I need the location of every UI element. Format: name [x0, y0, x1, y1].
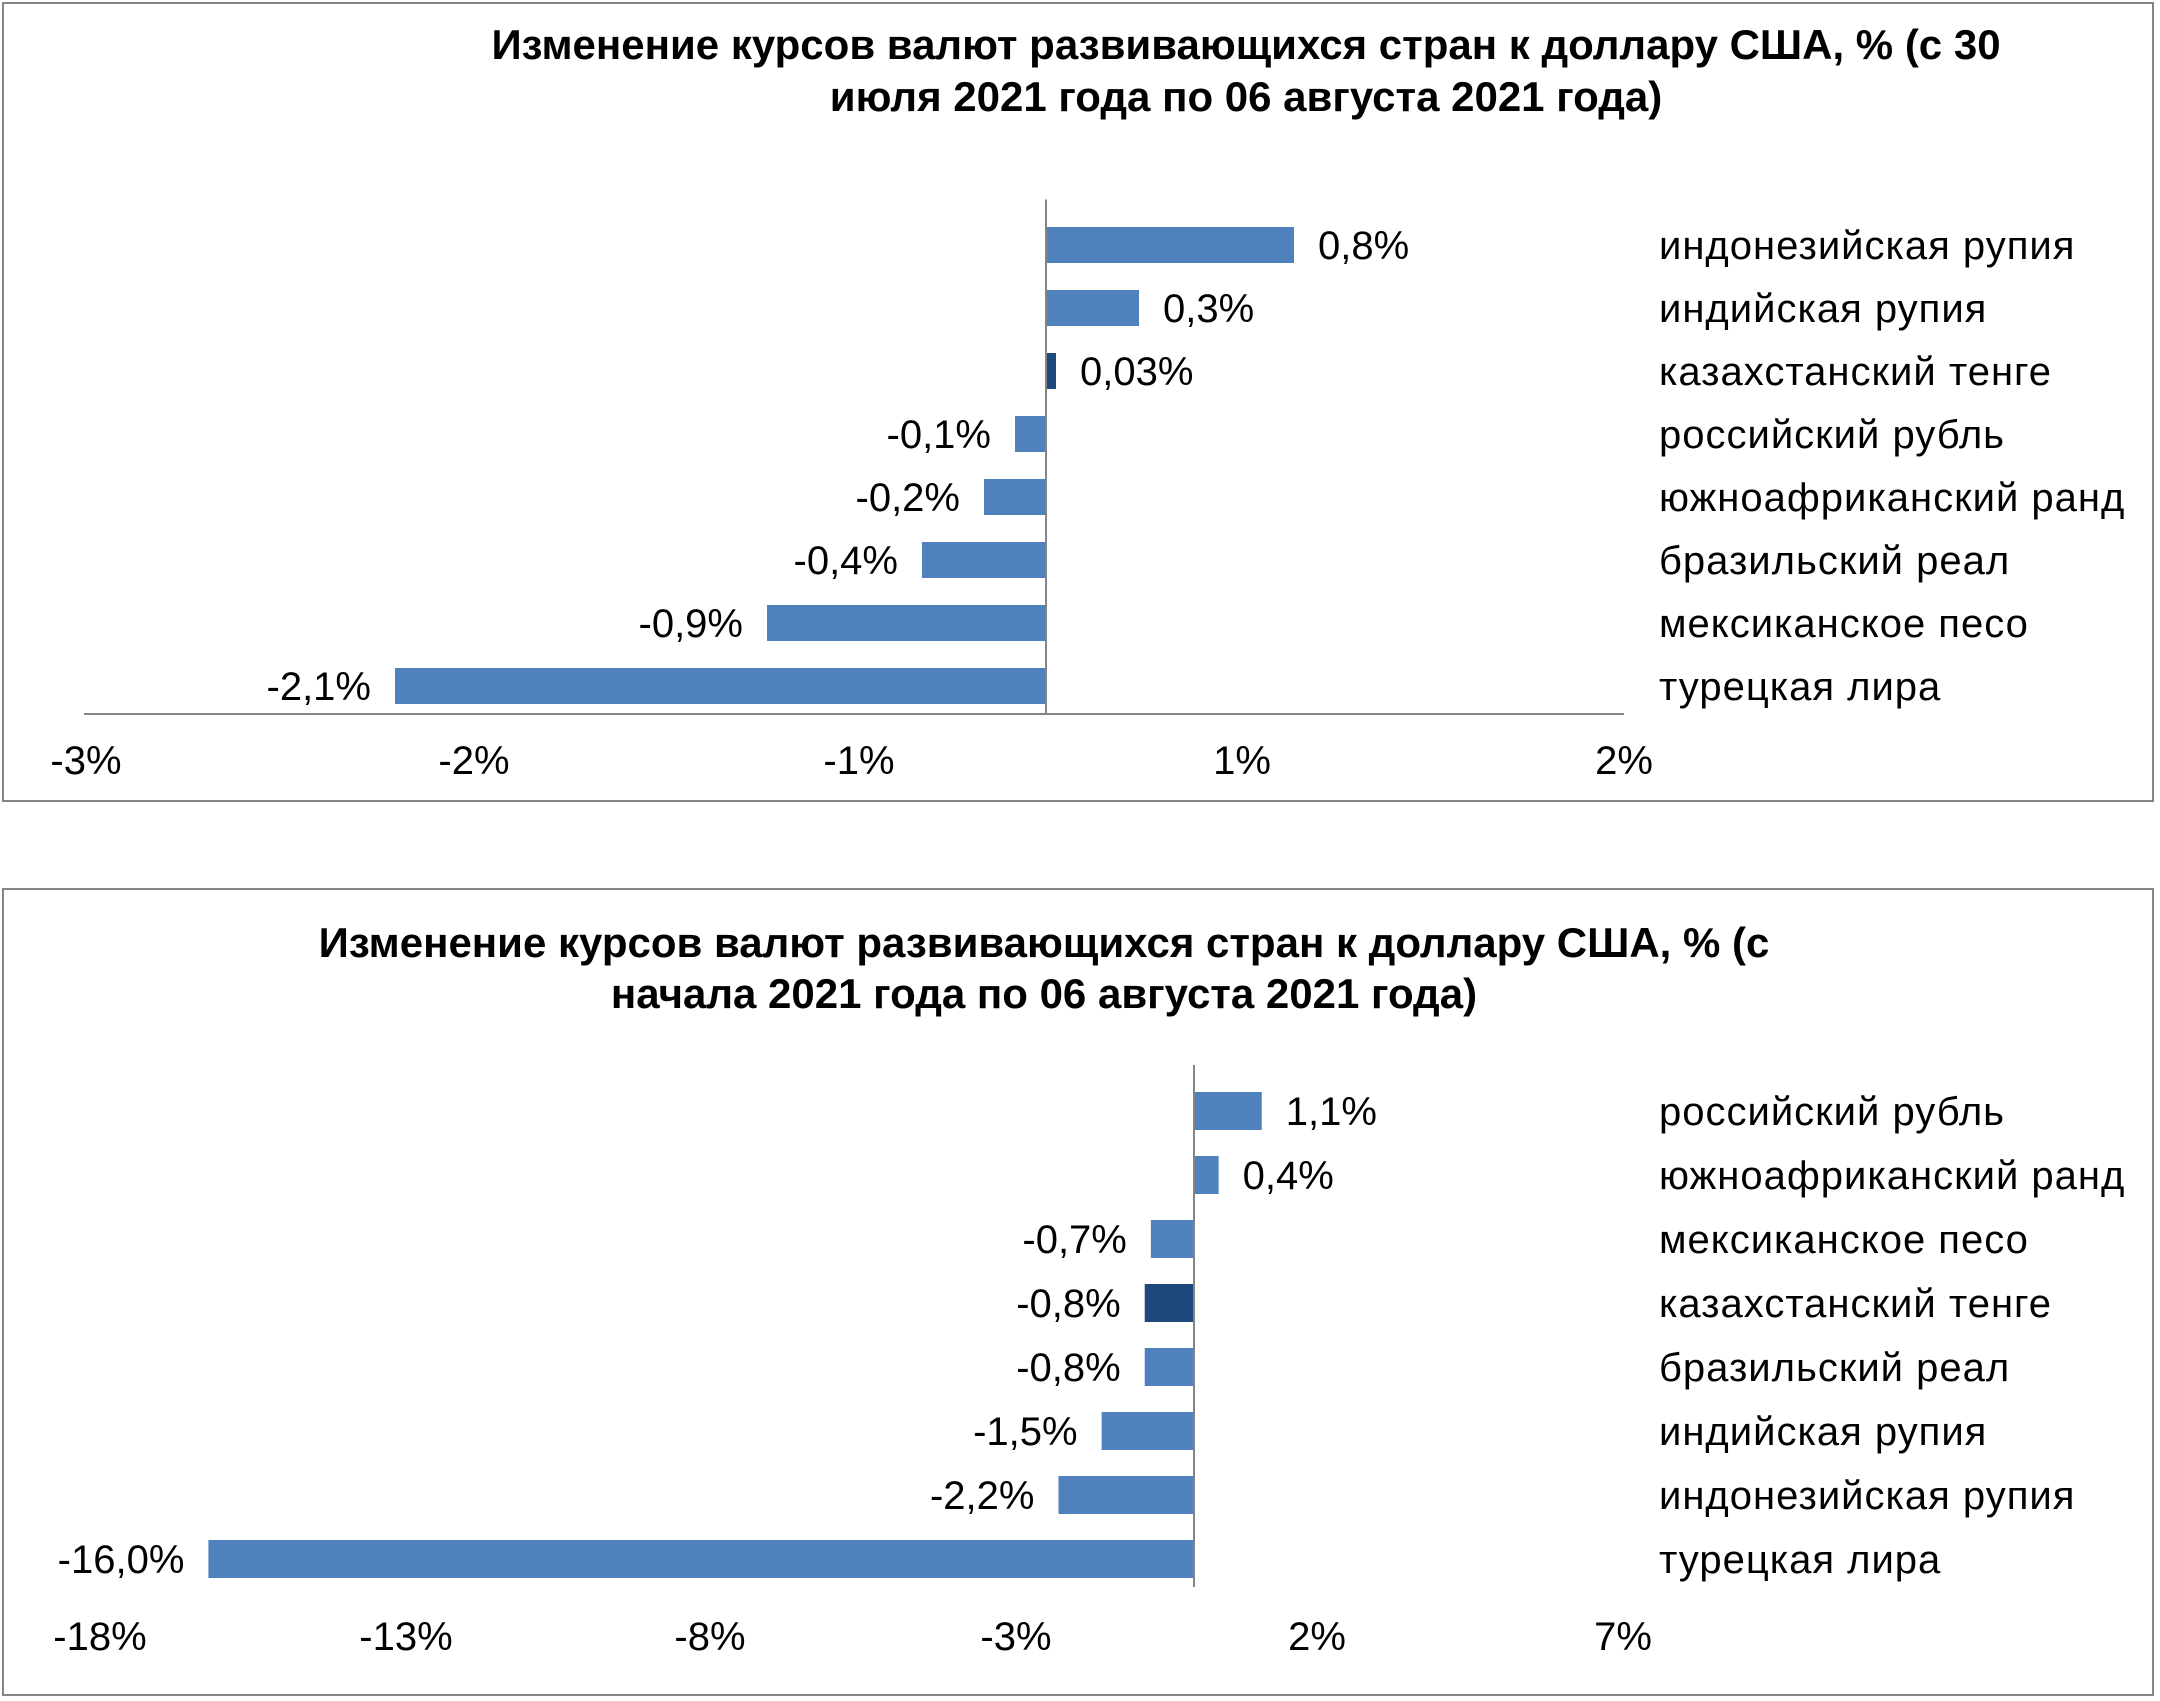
- bar: [1194, 1156, 1219, 1194]
- bar: [1144, 1348, 1194, 1386]
- bar: [208, 1540, 1194, 1578]
- bar: [395, 668, 1046, 704]
- data-label: 0,8%: [1318, 224, 1409, 268]
- data-label: 0,3%: [1163, 287, 1254, 331]
- data-label: -0,7%: [1022, 1218, 1127, 1262]
- x-tick-label: 7%: [1594, 1615, 1652, 1659]
- bar: [1046, 227, 1294, 263]
- data-label: -0,2%: [856, 476, 961, 520]
- data-label: -2,2%: [930, 1474, 1035, 1518]
- bar: [984, 479, 1046, 515]
- category-label: бразильский реал: [1659, 1346, 2010, 1390]
- bar: [1150, 1220, 1194, 1258]
- chart-title-line: июля 2021 года по 06 августа 2021 года): [830, 73, 1663, 120]
- x-tick-label: -3%: [50, 739, 121, 783]
- data-label: -0,9%: [639, 602, 744, 646]
- data-label: 0,4%: [1243, 1154, 1334, 1198]
- chart-panel-ytd: Изменение курсов валют развивающихся стр…: [2, 888, 2154, 1696]
- bar: [922, 542, 1046, 578]
- bar: [1194, 1092, 1262, 1130]
- bar: [767, 605, 1046, 641]
- x-tick-label: -8%: [674, 1615, 745, 1659]
- x-tick-label: -2%: [438, 739, 509, 783]
- x-tick-label: 1%: [1213, 739, 1271, 783]
- data-label: -0,4%: [794, 539, 899, 583]
- chart-weekly: Изменение курсов валют развивающихся стр…: [50, 21, 2125, 783]
- chart-title-line: Изменение курсов валют развивающихся стр…: [491, 21, 2000, 68]
- data-label: 0,03%: [1080, 350, 1193, 394]
- category-label: мексиканское песо: [1659, 1218, 2029, 1262]
- x-tick-label: -1%: [823, 739, 894, 783]
- data-label: -16,0%: [58, 1538, 185, 1582]
- category-label: индийская рупия: [1659, 287, 1987, 331]
- category-label: казахстанский тенге: [1659, 1282, 2052, 1326]
- category-label: турецкая лира: [1659, 665, 1941, 709]
- bar: [1046, 290, 1139, 326]
- category-label: южноафриканский ранд: [1659, 1154, 2125, 1198]
- data-label: 1,1%: [1286, 1090, 1377, 1134]
- category-label: турецкая лира: [1659, 1538, 1941, 1582]
- category-label: индонезийская рупия: [1659, 1474, 2075, 1518]
- bar: [1015, 416, 1046, 452]
- bar: [1058, 1476, 1194, 1514]
- chart-title-line: Изменение курсов валют развивающихся стр…: [319, 919, 1770, 966]
- category-label: казахстанский тенге: [1659, 350, 2052, 394]
- data-label: -1,5%: [973, 1410, 1078, 1454]
- data-label: -0,8%: [1016, 1346, 1121, 1390]
- category-label: бразильский реал: [1659, 539, 2010, 583]
- category-label: российский рубль: [1659, 1090, 2005, 1134]
- bar: [1101, 1412, 1194, 1450]
- x-tick-label: -13%: [359, 1615, 452, 1659]
- x-tick-label: 2%: [1595, 739, 1653, 783]
- category-label: российский рубль: [1659, 413, 2005, 457]
- category-label: мексиканское песо: [1659, 602, 2029, 646]
- data-label: -2,1%: [267, 665, 372, 709]
- category-label: индийская рупия: [1659, 1410, 1987, 1454]
- bar: [1046, 353, 1056, 389]
- bar: [1144, 1284, 1194, 1322]
- category-label: индонезийская рупия: [1659, 224, 2075, 268]
- data-label: -0,1%: [887, 413, 992, 457]
- x-tick-label: -3%: [980, 1615, 1051, 1659]
- x-tick-label: -18%: [53, 1615, 146, 1659]
- data-label: -0,8%: [1016, 1282, 1121, 1326]
- category-label: южноафриканский ранд: [1659, 476, 2125, 520]
- x-tick-label: 2%: [1288, 1615, 1346, 1659]
- chart-panel-weekly: Изменение курсов валют развивающихся стр…: [2, 2, 2154, 802]
- chart-title-line: начала 2021 года по 06 августа 2021 года…: [611, 970, 1477, 1017]
- chart-ytd: Изменение курсов валют развивающихся стр…: [53, 919, 2125, 1659]
